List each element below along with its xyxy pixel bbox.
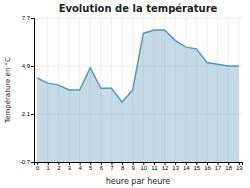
x-tick: 6	[100, 162, 104, 171]
x-tick: 4	[78, 162, 82, 171]
x-tick-label: 11	[151, 165, 158, 171]
x-axis-title: heure par heure	[106, 177, 171, 186]
x-tick-label: 1	[47, 165, 51, 171]
x-tick-label: 19	[236, 165, 243, 171]
x-tick-label: 15	[194, 165, 201, 171]
x-tick: 2	[57, 162, 61, 171]
title: Evolution de la température	[59, 3, 218, 14]
x-tick: 14	[183, 162, 190, 171]
y-tick-label: 7.7	[22, 15, 31, 21]
x-axis-line	[35, 163, 243, 166]
y-tick-label: 4.9	[22, 63, 31, 69]
grid-line-y	[34, 18, 242, 19]
x-tick-label: 13	[172, 165, 179, 171]
x-tick-label: 14	[183, 165, 190, 171]
grid	[34, 18, 242, 162]
x-tick-label: 7	[110, 165, 114, 171]
x-tick: 3	[68, 162, 72, 171]
x-tick: 12	[162, 162, 169, 171]
x-tick: 5	[89, 162, 93, 171]
y-tick-mark	[31, 66, 34, 67]
y-tick-label: -0.7	[20, 159, 31, 165]
y-axis-title: Température en °C	[4, 57, 12, 124]
x-tick: 18	[225, 162, 232, 171]
x-tick: 15	[194, 162, 201, 171]
x-tick-label: 3	[68, 165, 72, 171]
x-tick-label: 8	[121, 165, 125, 171]
x-tick-label: 17	[215, 165, 222, 171]
x-tick: 13	[172, 162, 179, 171]
x-axis: 012345678910111213141516171819	[35, 162, 244, 171]
plot: 012345678910111213141516171819-0.72.14.9…	[20, 15, 244, 170]
x-tick-label: 5	[89, 165, 93, 171]
y-tick: -0.7	[20, 159, 34, 165]
x-tick-label: 9	[132, 165, 136, 171]
x-tick-label: 16	[204, 165, 211, 171]
y-tick: 2.1	[22, 111, 34, 117]
chart: 012345678910111213141516171819-0.72.14.9…	[0, 0, 250, 188]
x-tick: 10	[140, 162, 147, 171]
line	[37, 30, 239, 102]
y-tick: 4.9	[22, 63, 34, 69]
x-tick: 7	[110, 162, 114, 171]
y-axis: -0.7 2.1 4.9 7.7	[20, 15, 35, 165]
x-tick: 11	[151, 162, 158, 171]
marks	[37, 30, 239, 162]
x-tick-label: 10	[140, 165, 147, 171]
x-tick: 1	[47, 162, 51, 171]
y-axis-line	[31, 19, 35, 163]
x-tick: 16	[204, 162, 211, 171]
y-tick-label: 2.1	[22, 111, 31, 117]
x-tick-label: 2	[57, 165, 61, 171]
x-tick-label: 12	[162, 165, 169, 171]
x-tick: 0	[36, 162, 40, 171]
y-tick: 7.7	[22, 15, 34, 21]
x-tick-label: 6	[100, 165, 104, 171]
y-tick-mark	[31, 18, 34, 19]
y-tick-mark	[31, 114, 34, 115]
x-tick-label: 0	[36, 165, 40, 171]
x-tick: 8	[121, 162, 125, 171]
x-tick: 17	[215, 162, 222, 171]
x-tick: 9	[132, 162, 136, 171]
area	[37, 30, 239, 162]
x-tick-label: 18	[225, 165, 232, 171]
x-tick-label: 4	[78, 165, 82, 171]
x-tick: 19	[236, 162, 243, 171]
y-tick-mark	[31, 162, 34, 163]
